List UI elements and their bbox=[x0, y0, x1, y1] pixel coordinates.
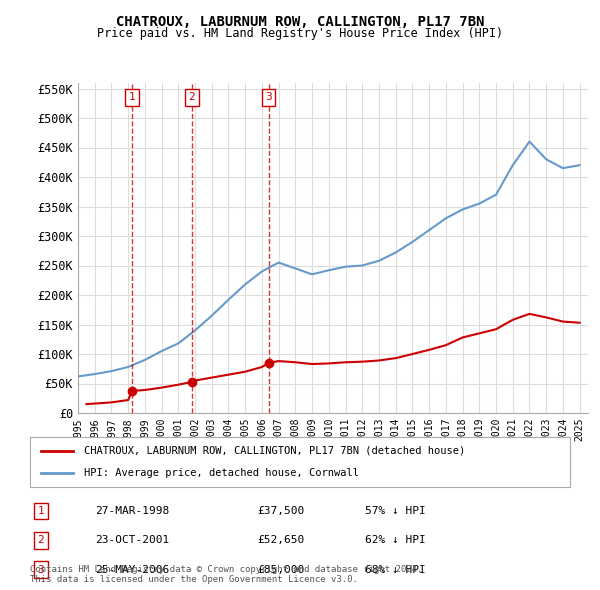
Text: £52,650: £52,650 bbox=[257, 535, 304, 545]
Text: 1: 1 bbox=[37, 506, 44, 516]
Text: £37,500: £37,500 bbox=[257, 506, 304, 516]
Text: HPI: Average price, detached house, Cornwall: HPI: Average price, detached house, Corn… bbox=[84, 468, 359, 478]
Text: 62% ↓ HPI: 62% ↓ HPI bbox=[365, 535, 425, 545]
Text: Price paid vs. HM Land Registry's House Price Index (HPI): Price paid vs. HM Land Registry's House … bbox=[97, 27, 503, 40]
Text: 27-MAR-1998: 27-MAR-1998 bbox=[95, 506, 169, 516]
Text: 25-MAY-2006: 25-MAY-2006 bbox=[95, 565, 169, 575]
Text: 57% ↓ HPI: 57% ↓ HPI bbox=[365, 506, 425, 516]
Text: 2: 2 bbox=[188, 93, 195, 102]
Text: CHATROUX, LABURNUM ROW, CALLINGTON, PL17 7BN: CHATROUX, LABURNUM ROW, CALLINGTON, PL17… bbox=[116, 15, 484, 29]
Text: 1: 1 bbox=[128, 93, 136, 102]
Text: 2: 2 bbox=[37, 535, 44, 545]
Text: £85,000: £85,000 bbox=[257, 565, 304, 575]
Text: 3: 3 bbox=[37, 565, 44, 575]
Text: CHATROUX, LABURNUM ROW, CALLINGTON, PL17 7BN (detached house): CHATROUX, LABURNUM ROW, CALLINGTON, PL17… bbox=[84, 445, 465, 455]
Text: Contains HM Land Registry data © Crown copyright and database right 2024.
This d: Contains HM Land Registry data © Crown c… bbox=[30, 565, 422, 584]
Text: 3: 3 bbox=[265, 93, 272, 102]
Text: 68% ↓ HPI: 68% ↓ HPI bbox=[365, 565, 425, 575]
Text: 23-OCT-2001: 23-OCT-2001 bbox=[95, 535, 169, 545]
